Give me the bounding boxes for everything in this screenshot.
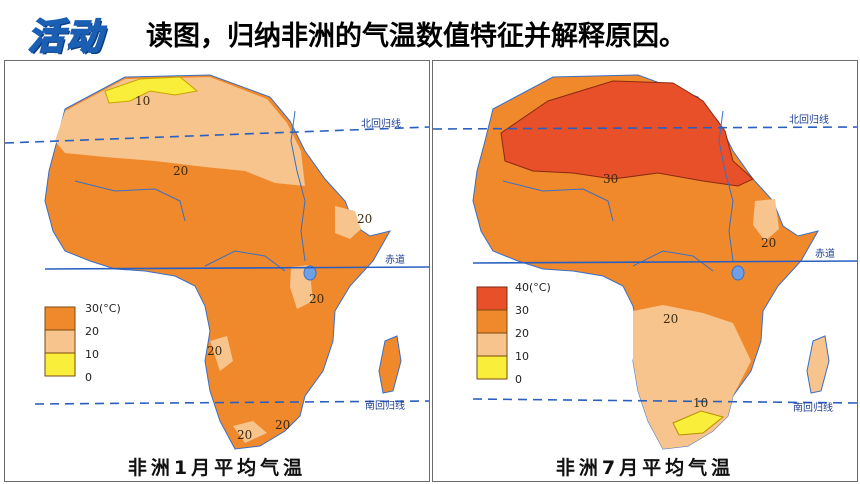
isotherm-label: 20 bbox=[357, 212, 372, 226]
equator-line bbox=[44, 266, 429, 270]
sahara-hot-band bbox=[500, 80, 754, 187]
isotherm-label: 20 bbox=[237, 428, 252, 442]
legend-label: 30(°C) bbox=[85, 302, 121, 315]
label-equator: 赤道 bbox=[815, 247, 835, 260]
lake-victoria bbox=[303, 265, 317, 281]
legend-label: 20 bbox=[85, 325, 99, 338]
isotherm-label: 20 bbox=[173, 164, 188, 178]
map-january-svg: 北回归线 赤道 南回归线 10 20 20 20 20 20 20 30(°C)… bbox=[5, 74, 429, 450]
nile-river bbox=[290, 110, 306, 262]
southern-cool-patch bbox=[210, 336, 233, 371]
madagascar bbox=[806, 335, 830, 394]
legend-label: 0 bbox=[515, 373, 522, 386]
legend-label: 40(°C) bbox=[515, 281, 551, 294]
tropic-south-line bbox=[472, 398, 857, 404]
legend-january: 30(°C) 20 10 0 bbox=[44, 302, 121, 384]
southern-cool-patch-2 bbox=[233, 421, 267, 443]
equator-line bbox=[472, 260, 857, 264]
isotherm-label: 20 bbox=[207, 344, 222, 358]
legend-label: 10 bbox=[85, 348, 99, 361]
isotherm-label: 20 bbox=[663, 312, 678, 326]
isotherm-label: 20 bbox=[309, 292, 324, 306]
legend-swatch-20 bbox=[476, 332, 508, 357]
lake-victoria bbox=[731, 265, 745, 281]
congo-river bbox=[204, 250, 286, 272]
nile-river bbox=[718, 110, 734, 262]
legend-july: 40(°C) 30 20 10 0 bbox=[476, 281, 551, 386]
label-equator: 赤道 bbox=[385, 253, 405, 266]
madagascar bbox=[378, 335, 402, 394]
atlas-cold-patch bbox=[104, 76, 199, 104]
isotherm-label: 20 bbox=[761, 236, 776, 250]
east-highland-patch bbox=[335, 206, 361, 239]
page-title: 读图，归纳非洲的气温数值特征并解释原因。 bbox=[146, 21, 686, 52]
map-july-caption: 非洲7月平均气温 bbox=[555, 457, 735, 479]
tropic-north-line bbox=[5, 126, 429, 144]
activity-badge: 活动 bbox=[27, 8, 132, 59]
map-january-caption: 非洲1月平均气温 bbox=[127, 457, 307, 479]
niger-river bbox=[74, 180, 186, 222]
east-highland-patch bbox=[753, 199, 779, 241]
map-july-svg: 北回归线 赤道 南回归线 30 20 20 10 40(°C) 30 20 10… bbox=[433, 74, 857, 450]
legend-label: 20 bbox=[515, 327, 529, 340]
africa-landmass bbox=[44, 74, 392, 450]
legend-swatch-10 bbox=[44, 352, 76, 377]
drakensberg-cold-patch bbox=[672, 410, 725, 436]
legend-label: 10 bbox=[515, 350, 529, 363]
niger-river bbox=[502, 180, 614, 222]
legend-swatch-20 bbox=[44, 329, 76, 354]
legend-swatch-30 bbox=[44, 306, 76, 331]
isotherm-label: 20 bbox=[275, 418, 290, 432]
legend-swatch-30 bbox=[476, 309, 508, 334]
tropic-south-line bbox=[34, 400, 429, 405]
isotherm-label: 10 bbox=[135, 94, 150, 108]
legend-swatch-40 bbox=[476, 286, 508, 311]
isotherm-label: 30 bbox=[603, 172, 618, 186]
map-january: 北回归线 赤道 南回归线 10 20 20 20 20 20 20 30(°C)… bbox=[4, 60, 430, 482]
isotherm-label: 10 bbox=[693, 396, 708, 410]
label-tropic-north: 北回归线 bbox=[789, 113, 829, 126]
tropic-north-line bbox=[433, 126, 857, 130]
congo-river bbox=[632, 250, 714, 272]
label-tropic-south: 南回归线 bbox=[365, 399, 405, 412]
label-tropic-north: 北回归线 bbox=[361, 117, 401, 130]
legend-label: 0 bbox=[85, 371, 92, 384]
north-cool-band bbox=[55, 77, 305, 186]
legend-swatch-10 bbox=[476, 355, 508, 380]
legend-label: 30 bbox=[515, 304, 529, 317]
label-tropic-south: 南回归线 bbox=[793, 401, 833, 414]
southern-cool-band bbox=[633, 305, 751, 449]
map-july: 北回归线 赤道 南回归线 30 20 20 10 40(°C) 30 20 10… bbox=[432, 60, 858, 482]
activity-badge-text: 活动 bbox=[27, 16, 105, 59]
